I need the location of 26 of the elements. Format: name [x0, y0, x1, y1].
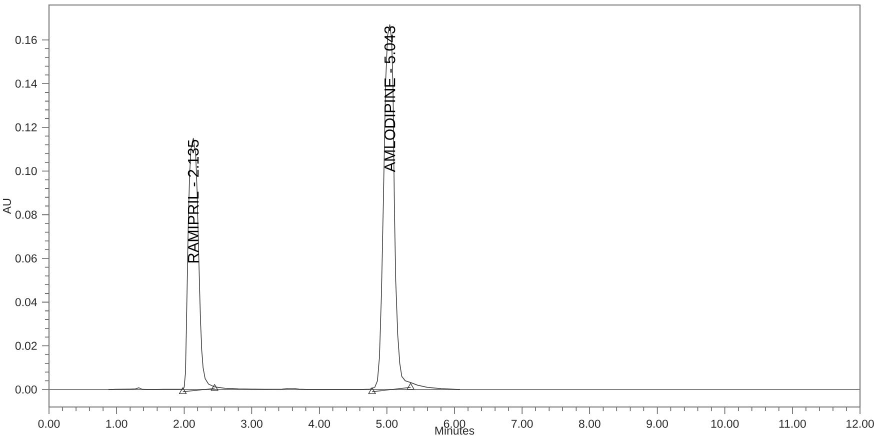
x-tick-label: 5.00 [376, 420, 398, 428]
y-tick-label: 0.00 [15, 385, 37, 394]
x-tick-label: 3.00 [241, 420, 262, 428]
y-tick-label: 0.04 [15, 298, 37, 306]
y-axis-title: AU [3, 198, 11, 214]
y-tick-label: 0.02 [15, 342, 37, 350]
y-tick-label: 0.10 [15, 166, 37, 176]
x-tick-label: 7.00 [512, 420, 533, 428]
x-tick-label: 9.00 [646, 420, 668, 428]
y-tick-label: 0.08 [15, 210, 37, 219]
annotation: AMLODIPINE - 5.043 [384, 26, 396, 172]
x-axis-title: Minutes [435, 426, 474, 435]
annotation: RAMIPRIL - 2.135 [188, 140, 199, 262]
y-tick-label: 0.14 [15, 80, 37, 88]
x-tick-label: 2.00 [174, 420, 195, 428]
y-tick-label: 0.12 [15, 123, 37, 132]
x-tick-label: 6.00 [444, 420, 466, 428]
x-tick-label: 12.00 [846, 420, 874, 428]
x-tick-label: 11.00 [779, 420, 806, 428]
x-tick-label: 10.00 [711, 420, 739, 428]
x-tick-label: 4.00 [308, 420, 330, 428]
y-tick-label: 0.16 [15, 36, 37, 44]
y-tick-label: 0.06 [15, 254, 37, 262]
x-tick-label: 1.00 [106, 420, 128, 428]
x-tick-label: 0.00 [38, 420, 60, 428]
x-tick-label: 8.00 [579, 420, 600, 428]
